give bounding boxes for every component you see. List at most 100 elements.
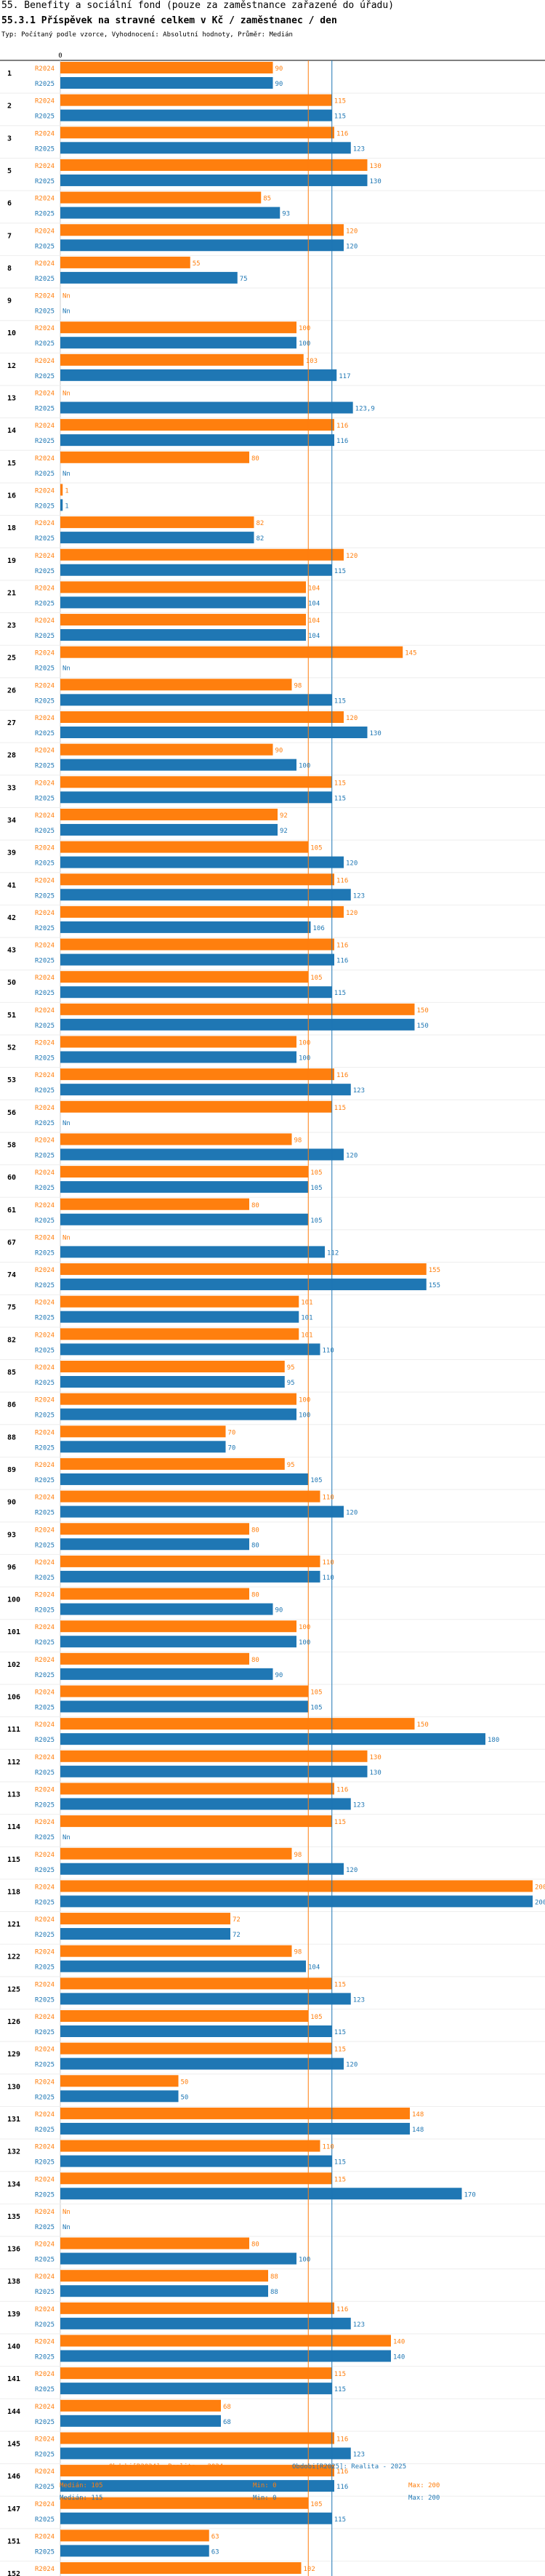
series-label: R2024 [35,877,54,884]
series-label: R2024 [35,1721,54,1729]
data-label: 120 [346,910,358,917]
category-label: 111 [7,1726,20,1734]
category-label: 146 [7,2473,20,2481]
data-label: 115 [334,568,346,575]
data-label: 170 [464,2191,476,2199]
bar-r2025 [60,2188,462,2200]
series-label: R2025 [35,730,54,737]
category-label: 151 [7,2537,20,2545]
bar-r2024 [60,1718,415,1730]
data-label: 116 [336,1072,348,1079]
category-label: 12 [7,362,16,370]
series-label: R2024 [35,1169,54,1177]
series-label: R2024 [35,65,54,73]
bar-r2025 [60,986,332,999]
series-label: R2024 [35,1592,54,1599]
series-label: R2025 [35,178,54,185]
data-label: 120 [346,1510,358,1517]
category-label: 130 [7,2083,20,2091]
bar-r2024 [60,646,403,658]
category-label: 134 [7,2180,20,2188]
bar-r2024 [60,1588,249,1600]
series-label: R2025 [35,1217,54,1225]
series-label: R2024 [35,1657,54,1664]
data-label: 105 [310,975,322,982]
series-label: R2024 [35,1495,54,1502]
data-label: 123 [353,1996,365,2004]
series-label: R2025 [35,1834,54,1841]
data-label: 70 [228,1429,236,1436]
legend-r2025-median: Medián: 115 [60,2495,103,2502]
bar-r2025 [60,1343,320,1356]
series-label: R2025 [35,828,54,835]
data-label: 104 [308,617,320,625]
data-label: 1 [65,487,68,495]
bar-r2025 [60,174,368,186]
data-label: Nn [62,308,70,316]
category-label: 42 [7,914,16,922]
data-label: 130 [370,1754,382,1761]
category-label: 27 [7,719,16,727]
data-label: 115 [334,98,346,105]
data-label: 123 [353,145,365,153]
bar-r2025 [60,2350,391,2362]
bar-r2025 [60,1181,309,1193]
series-label: R2024 [35,196,54,203]
bar-r2024 [60,2465,334,2477]
series-label: R2025 [35,243,54,250]
bar-r2025 [60,1505,344,1518]
bar-r2025 [60,921,311,933]
category-label: 58 [7,1141,16,1149]
bar-r2024 [60,2367,332,2380]
data-label: 50 [181,2094,189,2101]
data-label: 130 [370,178,382,185]
data-label: 155 [429,1282,440,1289]
data-label: 150 [417,1721,429,1729]
series-label: R2024 [35,845,54,852]
series-label: R2025 [35,1380,54,1387]
data-label: Nn [62,391,70,398]
data-label: 116 [336,958,348,965]
bar-r2025 [60,1538,249,1551]
data-label: 1 [65,503,68,510]
data-label: 110 [323,1575,334,1582]
bar-r2025 [60,1051,296,1063]
category-label: 144 [7,2408,20,2416]
bar-r2024 [60,1977,332,1990]
data-label: 110 [323,1559,334,1567]
data-label: 106 [313,925,325,932]
series-label: R2025 [35,1737,54,1744]
category-label: 5 [7,167,12,175]
bar-r2025 [60,207,280,219]
bar-r2024 [60,1815,332,1828]
series-label: R2024 [35,2014,54,2021]
category-label: 115 [7,1856,20,1864]
series-label: R2025 [35,2224,54,2231]
data-label: 120 [346,1867,358,1874]
bar-r2024 [60,614,306,626]
series-label: R2025 [35,925,54,932]
bar-r2025 [60,759,296,771]
category-label: 67 [7,1239,16,1247]
bar-r2025 [60,1798,351,1810]
bar-r2025 [60,1570,320,1583]
data-label: 80 [251,1202,259,1209]
bar-r2024 [60,679,292,691]
data-label: 105 [310,1705,322,1712]
bar-r2024 [60,1068,334,1081]
data-label: 130 [370,163,382,170]
bar-r2025 [60,791,332,804]
category-label: 136 [7,2246,20,2254]
bar-r2025 [60,1376,285,1388]
data-label: 105 [310,845,322,852]
category-label: 152 [7,2570,20,2576]
series-label: R2024 [35,715,54,722]
data-label: 115 [334,1981,346,1988]
bar-r2024 [60,2270,268,2282]
series-label: R2024 [35,553,54,560]
category-label: 39 [7,849,16,857]
series-label: R2024 [35,98,54,105]
series-label: R2024 [35,748,54,755]
series-label: R2024 [35,2111,54,2119]
category-label: 60 [7,1174,16,1182]
